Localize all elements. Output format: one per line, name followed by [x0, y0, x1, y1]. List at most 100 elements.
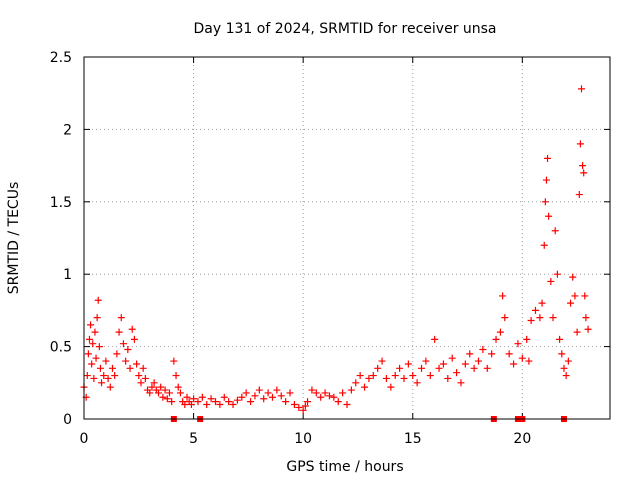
data-point — [576, 140, 584, 148]
data-point — [444, 374, 452, 382]
y-tick-label: 2 — [63, 122, 72, 138]
data-point — [251, 392, 259, 400]
data-point — [89, 340, 97, 348]
data-point — [286, 389, 294, 397]
data-point — [290, 401, 298, 409]
data-point — [304, 398, 312, 406]
data-point — [100, 372, 108, 380]
data-point — [247, 398, 255, 406]
data-point — [369, 372, 377, 380]
data-point — [378, 357, 386, 365]
data-point — [159, 393, 167, 401]
data-point — [584, 325, 592, 333]
data-point — [321, 389, 329, 397]
data-point — [523, 335, 531, 343]
data-point — [133, 360, 141, 368]
data-point — [170, 357, 178, 365]
grid — [84, 57, 610, 419]
x-tick-label: 20 — [513, 431, 531, 447]
data-point — [122, 357, 130, 365]
data-point — [88, 360, 96, 368]
data-point — [499, 292, 507, 300]
data-point — [255, 386, 263, 394]
data-point — [92, 354, 100, 362]
y-tick-label: 0.5 — [50, 340, 72, 356]
data-point — [475, 357, 482, 365]
data-point — [483, 364, 491, 372]
data-point — [538, 299, 546, 307]
data-point — [330, 393, 338, 401]
data-point — [308, 386, 316, 394]
data-point — [343, 401, 351, 409]
data-point — [98, 379, 106, 387]
plot-frame — [83, 56, 611, 420]
data-point — [113, 350, 121, 358]
data-point — [126, 364, 134, 372]
data-point — [207, 395, 215, 403]
data-point — [579, 162, 587, 170]
data-point — [374, 364, 382, 372]
data-point — [87, 321, 95, 329]
x-axis-label: GPS time / hours — [286, 459, 403, 475]
data-point — [573, 328, 581, 336]
data-point — [242, 389, 250, 397]
data-point — [514, 340, 522, 348]
data-point — [238, 393, 246, 401]
data-point — [172, 372, 180, 380]
y-axis-label: SRMTID / TECUs — [6, 182, 22, 295]
data-point — [431, 335, 439, 343]
data-point — [470, 364, 478, 372]
data-point — [141, 374, 149, 382]
data-point — [111, 372, 119, 380]
data-point — [299, 406, 307, 414]
data-point — [564, 357, 572, 365]
data-point — [365, 374, 373, 382]
data-point — [273, 386, 281, 394]
data-point — [139, 364, 147, 372]
data-point — [264, 389, 272, 397]
data-point — [453, 369, 461, 377]
data-point — [387, 383, 395, 391]
data-point — [352, 379, 360, 387]
data-point — [104, 374, 112, 382]
data-point — [212, 398, 219, 406]
data-point — [312, 389, 320, 397]
data-point — [466, 350, 474, 358]
data-point — [157, 383, 165, 391]
data-point — [106, 383, 114, 391]
data-point — [190, 395, 198, 403]
data-point — [225, 398, 233, 406]
data-point — [295, 403, 303, 411]
data-point — [187, 401, 195, 409]
data-point — [124, 345, 132, 353]
data-point — [334, 398, 342, 406]
chart-title: Day 131 of 2024, SRMTID for receiver uns… — [193, 21, 496, 37]
data-point — [102, 357, 110, 365]
data-point — [496, 328, 504, 336]
data-point — [165, 389, 173, 397]
data-point — [553, 270, 561, 278]
data-point — [176, 389, 184, 397]
data-point — [163, 395, 171, 403]
data-point — [382, 374, 390, 382]
data-point — [422, 357, 430, 365]
data-point — [541, 198, 549, 206]
data-point — [183, 393, 191, 401]
data-point — [216, 401, 224, 409]
data-point — [581, 292, 589, 300]
data-point — [356, 372, 364, 380]
data-point — [567, 299, 575, 307]
data-point — [181, 401, 189, 409]
data-point — [542, 176, 550, 184]
data-point — [457, 379, 465, 387]
data-point — [233, 396, 241, 404]
data-point — [130, 335, 138, 343]
data-point — [571, 292, 579, 300]
data-point — [148, 383, 156, 391]
data-point — [418, 364, 426, 372]
data-point — [582, 314, 590, 322]
data-point — [84, 350, 92, 358]
y-tick-label: 1 — [63, 267, 72, 283]
x-tick-label: 10 — [294, 431, 312, 447]
data-point — [95, 343, 103, 351]
